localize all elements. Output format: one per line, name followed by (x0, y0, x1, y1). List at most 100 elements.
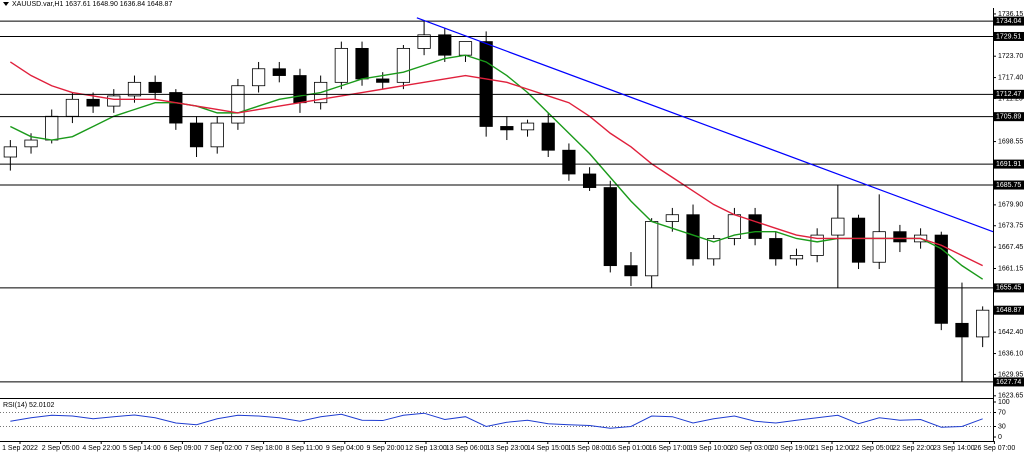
last-price-label: 1648.87 (996, 307, 1021, 314)
y-tick-label: 1673.75 (998, 223, 1023, 230)
level-label: 1712.47 (996, 91, 1021, 98)
candle-body (645, 221, 659, 277)
candle-body (86, 98, 100, 107)
candle-body (934, 234, 948, 324)
x-tick-label: 20 Sep 19:00 (771, 445, 813, 452)
x-tick-label: 22 Sep 22:00 (892, 445, 934, 452)
candle-body (438, 34, 452, 56)
x-tick-label: 5 Sep 14:00 (123, 445, 161, 452)
candle-body (541, 122, 555, 151)
y-tick-label: 1623.65 (998, 393, 1023, 400)
candle-body (148, 81, 162, 93)
candle-body (500, 126, 514, 131)
candle-body (562, 149, 576, 175)
level-label: 1729.51 (996, 33, 1021, 40)
last-price-box (994, 305, 1024, 315)
level-label-box (994, 16, 1024, 26)
y-tick-label: 1636.10 (998, 350, 1023, 357)
candle-body (624, 265, 638, 277)
x-tick-label: 19 Sep 10:00 (689, 445, 731, 452)
x-tick-label: 20 Sep 03:00 (730, 445, 772, 452)
candle-body (169, 92, 183, 124)
y-tick-label: 1642.40 (998, 329, 1023, 336)
x-tick-label: 9 Sep 04:00 (326, 445, 364, 452)
x-tick-label: 8 Sep 11:00 (286, 445, 323, 452)
rsi-y-tick-label: 30 (998, 423, 1006, 430)
y-tick-label: 1698.55 (998, 138, 1023, 145)
candle-body (189, 122, 204, 148)
candle-body (293, 75, 307, 104)
level-label-box (994, 159, 1024, 169)
y-tick-label: 1679.90 (998, 202, 1023, 209)
x-tick-label: 16 Sep 01:00 (608, 445, 650, 452)
candle-body (65, 98, 80, 117)
candle-body (417, 34, 431, 49)
rsi-label: RSI(14) 52.0102 (3, 402, 54, 409)
candle-body (376, 78, 390, 83)
candle-body (976, 309, 990, 338)
level-label: 1655.45 (996, 285, 1021, 292)
x-tick-label: 4 Sep 22:00 (82, 445, 120, 452)
candle-body (582, 173, 597, 188)
candle-body (789, 255, 804, 260)
level-label-box (994, 112, 1024, 122)
candle-body (334, 47, 348, 83)
rsi-y-tick-label: 0 (998, 434, 1002, 441)
candle-body (231, 85, 245, 124)
candle-body (251, 68, 266, 87)
x-tick-label: 13 Sep 06:00 (446, 445, 488, 452)
candle-body (955, 322, 969, 338)
x-tick-label: 7 Sep 18:00 (245, 445, 283, 452)
x-tick-label: 13 Sep 23:00 (486, 445, 528, 452)
candle-body (107, 95, 121, 107)
candle-body (769, 238, 783, 260)
candle-body (893, 231, 907, 243)
y-tick-label: 1723.70 (998, 53, 1023, 60)
level-label: 1685.75 (996, 182, 1021, 189)
candle-body (603, 187, 617, 267)
x-tick-label: 12 Sep 13:00 (405, 445, 447, 452)
x-tick-label: 7 Sep 02:00 (204, 445, 242, 452)
candle-body (707, 238, 721, 260)
candle-body (24, 139, 38, 148)
y-tick-label: 1629.95 (998, 371, 1023, 378)
rsi-y-tick-label: 100 (998, 399, 1010, 406)
level-label-box (994, 180, 1024, 190)
x-tick-label: 22 Sep 05:00 (852, 445, 894, 452)
candle-body (127, 81, 142, 97)
chart-title: XAUUSD.var,H1 1637.61 1648.90 1636.84 16… (12, 1, 172, 8)
level-label: 1691.91 (996, 161, 1021, 168)
x-tick-label: 1 Sep 2022 (2, 445, 38, 452)
level-label-box (994, 89, 1024, 99)
candle-body (810, 234, 824, 256)
candle-body (665, 214, 679, 222)
candle-body (872, 231, 886, 263)
candle-body (210, 122, 224, 148)
level-label: 1705.89 (996, 113, 1021, 120)
y-tick-label: 1667.45 (998, 244, 1023, 251)
level-label: 1734.04 (996, 18, 1021, 25)
level-label: 1627.74 (996, 379, 1021, 386)
candle-body (458, 41, 473, 56)
x-tick-label: 26 Sep 07:00 (974, 445, 1016, 452)
candle-body (45, 115, 59, 141)
candle-body (479, 41, 493, 127)
x-tick-label: 23 Sep 14:00 (933, 445, 975, 452)
candle-body (831, 217, 845, 236)
candle-body (520, 122, 535, 131)
y-tick-label: 1717.40 (998, 74, 1023, 81)
level-label-box (994, 283, 1024, 293)
x-tick-label: 14 Sep 15:00 (527, 445, 569, 452)
candle-body (851, 217, 866, 263)
moving-average (9, 61, 983, 267)
candle-body (3, 146, 17, 158)
candle-body (396, 47, 411, 83)
candle-body (355, 47, 369, 80)
rsi-y-tick-label: 70 (998, 409, 1006, 416)
symbol-menu-arrow[interactable] (3, 2, 9, 6)
x-tick-label: 6 Sep 09:00 (164, 445, 202, 452)
y-tick-label: 1736.15 (998, 11, 1023, 18)
